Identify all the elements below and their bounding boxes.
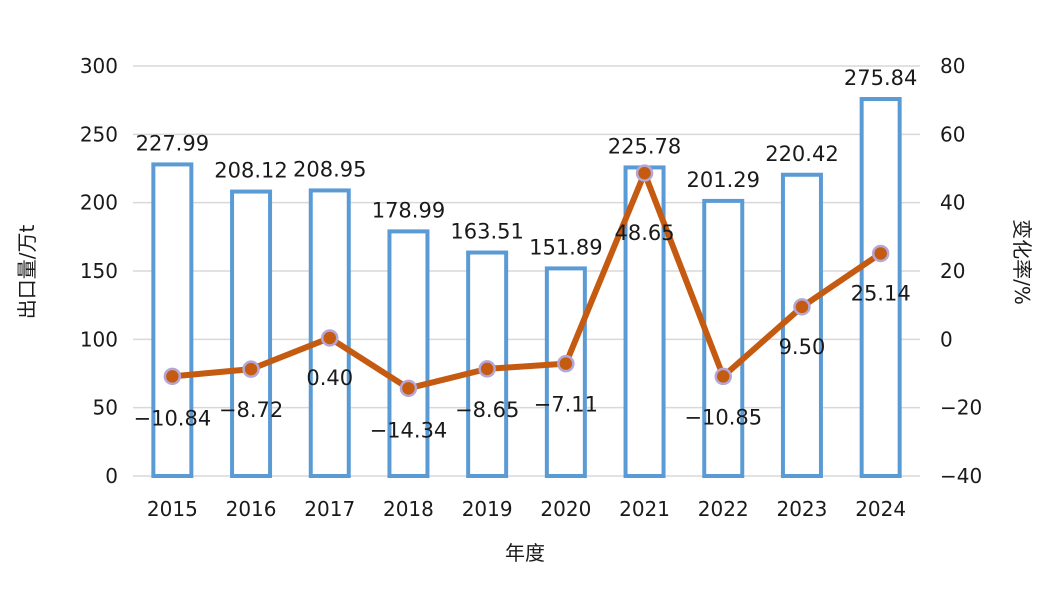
bar xyxy=(387,229,430,478)
line-point xyxy=(714,367,732,386)
left-axis-ticks: 0 50 100 150 200 250 300 xyxy=(80,54,118,488)
bar-data-label: 220.42 xyxy=(765,142,838,166)
y-tick-label: 0 xyxy=(105,464,118,488)
line-data-label: −8.65 xyxy=(455,398,519,422)
line-data-label: 25.14 xyxy=(851,281,911,305)
bar-data-label: 178.99 xyxy=(372,198,445,222)
y-tick-label: 300 xyxy=(80,54,118,78)
bar-data-label: 163.51 xyxy=(450,220,523,244)
y-axis-title: 出口量/万t xyxy=(15,225,39,320)
y2-tick-label: 80 xyxy=(940,54,965,78)
line-data-label: 0.40 xyxy=(306,366,353,390)
line-point xyxy=(635,164,654,182)
y2-tick-label: −20 xyxy=(940,396,982,420)
x-tick-label: 2020 xyxy=(540,497,591,521)
bar-data-label: 201.29 xyxy=(687,168,760,192)
line-point xyxy=(557,354,575,373)
bar-data-label: 227.99 xyxy=(136,131,209,155)
y-tick-label: 200 xyxy=(80,191,118,215)
y2-tick-label: −40 xyxy=(940,464,982,488)
line-point xyxy=(321,329,339,347)
bar-data-label: 208.95 xyxy=(293,157,366,181)
y-tick-label: 100 xyxy=(80,327,118,351)
y2-tick-label: 40 xyxy=(940,191,965,215)
line-point xyxy=(871,244,890,263)
line-data-label: −10.85 xyxy=(684,405,762,429)
x-tick-label: 2015 xyxy=(147,497,198,521)
line-point xyxy=(163,367,182,386)
bar xyxy=(780,172,823,478)
line-series xyxy=(163,164,890,398)
bar xyxy=(230,189,273,478)
bar xyxy=(308,188,351,478)
bar-data-label: 225.78 xyxy=(608,134,681,158)
line-data-labels: −10.84 −8.72 0.40 −14.34 −8.65 −7.11 48.65 −10.… xyxy=(133,221,910,442)
x-tick-label: 2023 xyxy=(776,497,827,521)
bar-data-label: 151.89 xyxy=(529,235,602,259)
right-axis-ticks: −40 −20 0 20 40 60 80 xyxy=(940,54,982,488)
y-tick-label: 50 xyxy=(93,396,118,420)
y2-tick-label: 20 xyxy=(940,259,965,283)
bar xyxy=(623,165,666,479)
x-tick-label: 2018 xyxy=(383,497,434,521)
y-tick-label: 150 xyxy=(80,259,118,283)
x-tick-label: 2024 xyxy=(855,497,906,521)
x-tick-label: 2019 xyxy=(462,497,513,521)
y2-tick-label: 60 xyxy=(940,122,965,146)
line-point xyxy=(478,360,496,378)
series-line xyxy=(169,170,884,392)
line-data-label: −10.84 xyxy=(133,406,211,430)
y-tick-label: 250 xyxy=(80,122,118,146)
y2-tick-label: 0 xyxy=(940,327,953,351)
line-point xyxy=(399,379,418,398)
line-data-label: −8.72 xyxy=(219,398,283,422)
x-tick-label: 2022 xyxy=(698,497,749,521)
bar xyxy=(151,162,194,478)
line-point xyxy=(242,360,260,378)
line-point xyxy=(793,298,811,316)
x-tick-label: 2016 xyxy=(226,497,277,521)
y2-axis-title: 变化率/% xyxy=(1010,219,1034,305)
bar-data-label: 208.12 xyxy=(214,159,287,183)
line-data-label: 48.65 xyxy=(614,221,674,245)
line-data-label: −14.34 xyxy=(370,418,448,442)
line-data-label: 9.50 xyxy=(779,335,826,359)
line-data-label: −7.11 xyxy=(534,393,598,417)
x-axis-title: 年度 xyxy=(505,541,545,565)
bar xyxy=(859,97,902,478)
x-tick-label: 2021 xyxy=(619,497,670,521)
bar-data-label: 275.84 xyxy=(844,66,917,90)
x-tick-label: 2017 xyxy=(304,497,355,521)
x-axis-ticks: 2015 2016 2017 2018 2019 2020 2021 2022 2023 2024 xyxy=(147,497,906,521)
